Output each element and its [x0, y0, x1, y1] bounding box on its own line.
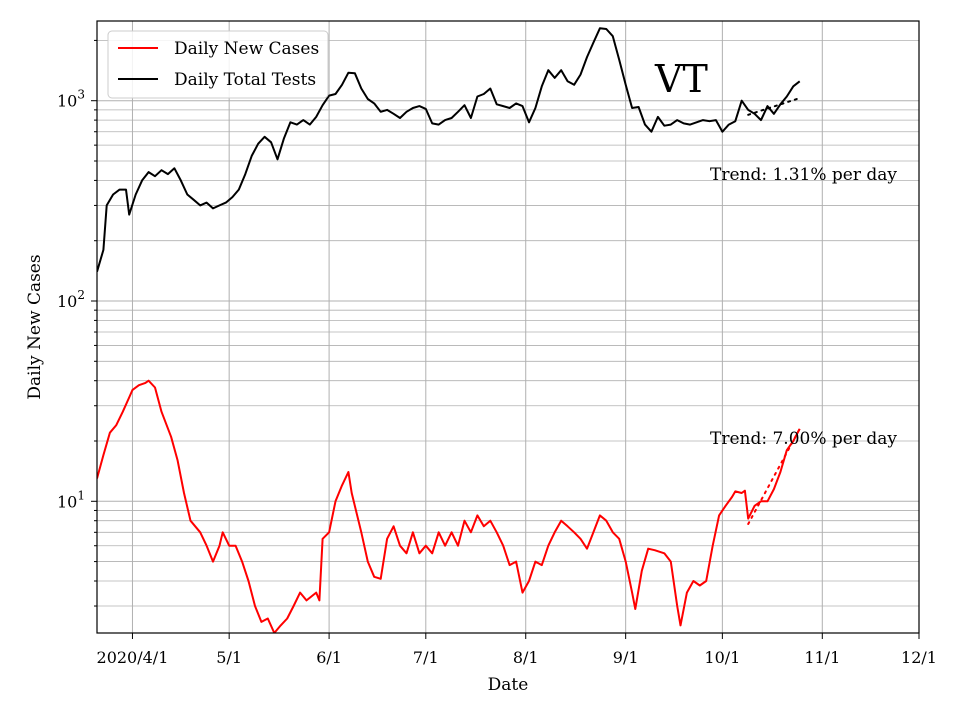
- plot-frame: [96, 20, 920, 634]
- y-tick-label: 103: [57, 88, 85, 111]
- trend-line-tests: [747, 97, 801, 116]
- grid: [97, 21, 920, 633]
- x-tick-label: 2020/4/1: [97, 648, 169, 667]
- x-tick-label: 7/1: [413, 648, 439, 667]
- x-tick-label: 8/1: [513, 648, 539, 667]
- x-tick-label: 12/1: [901, 648, 937, 667]
- legend-label-cases: Daily New Cases: [174, 39, 319, 59]
- x-axis-label: Date: [488, 675, 529, 695]
- state-label: VT: [654, 57, 708, 101]
- series-layer: [97, 27, 801, 633]
- ticks: 2020/4/1 5/1 6/1 7/1 8/1 9/1 10/1 11/1 12/1 101 10…: [57, 39, 937, 667]
- series-line-daily-new-cases: [97, 379, 801, 633]
- trend-annotation-cases: Trend: 7.00% per day: [710, 429, 897, 449]
- series-line-daily-total-tests: [97, 27, 801, 272]
- x-tick-label: 5/1: [216, 648, 242, 667]
- x-tick-label: 10/1: [704, 648, 740, 667]
- legend-label-tests: Daily Total Tests: [174, 70, 316, 90]
- x-tick-label: 9/1: [613, 648, 639, 667]
- y-axis-label: Daily New Cases: [25, 254, 45, 399]
- legend-box: [107, 30, 329, 99]
- x-tick-label: 11/1: [804, 648, 840, 667]
- x-tick-label: 6/1: [316, 648, 342, 667]
- y-tick-label: 102: [57, 288, 85, 311]
- legend: Daily New Cases Daily Total Tests: [107, 30, 329, 99]
- trend-annotation-tests: Trend: 1.31% per day: [710, 165, 897, 185]
- y-tick-label: 101: [57, 488, 85, 511]
- trend-line-cases: [747, 427, 801, 525]
